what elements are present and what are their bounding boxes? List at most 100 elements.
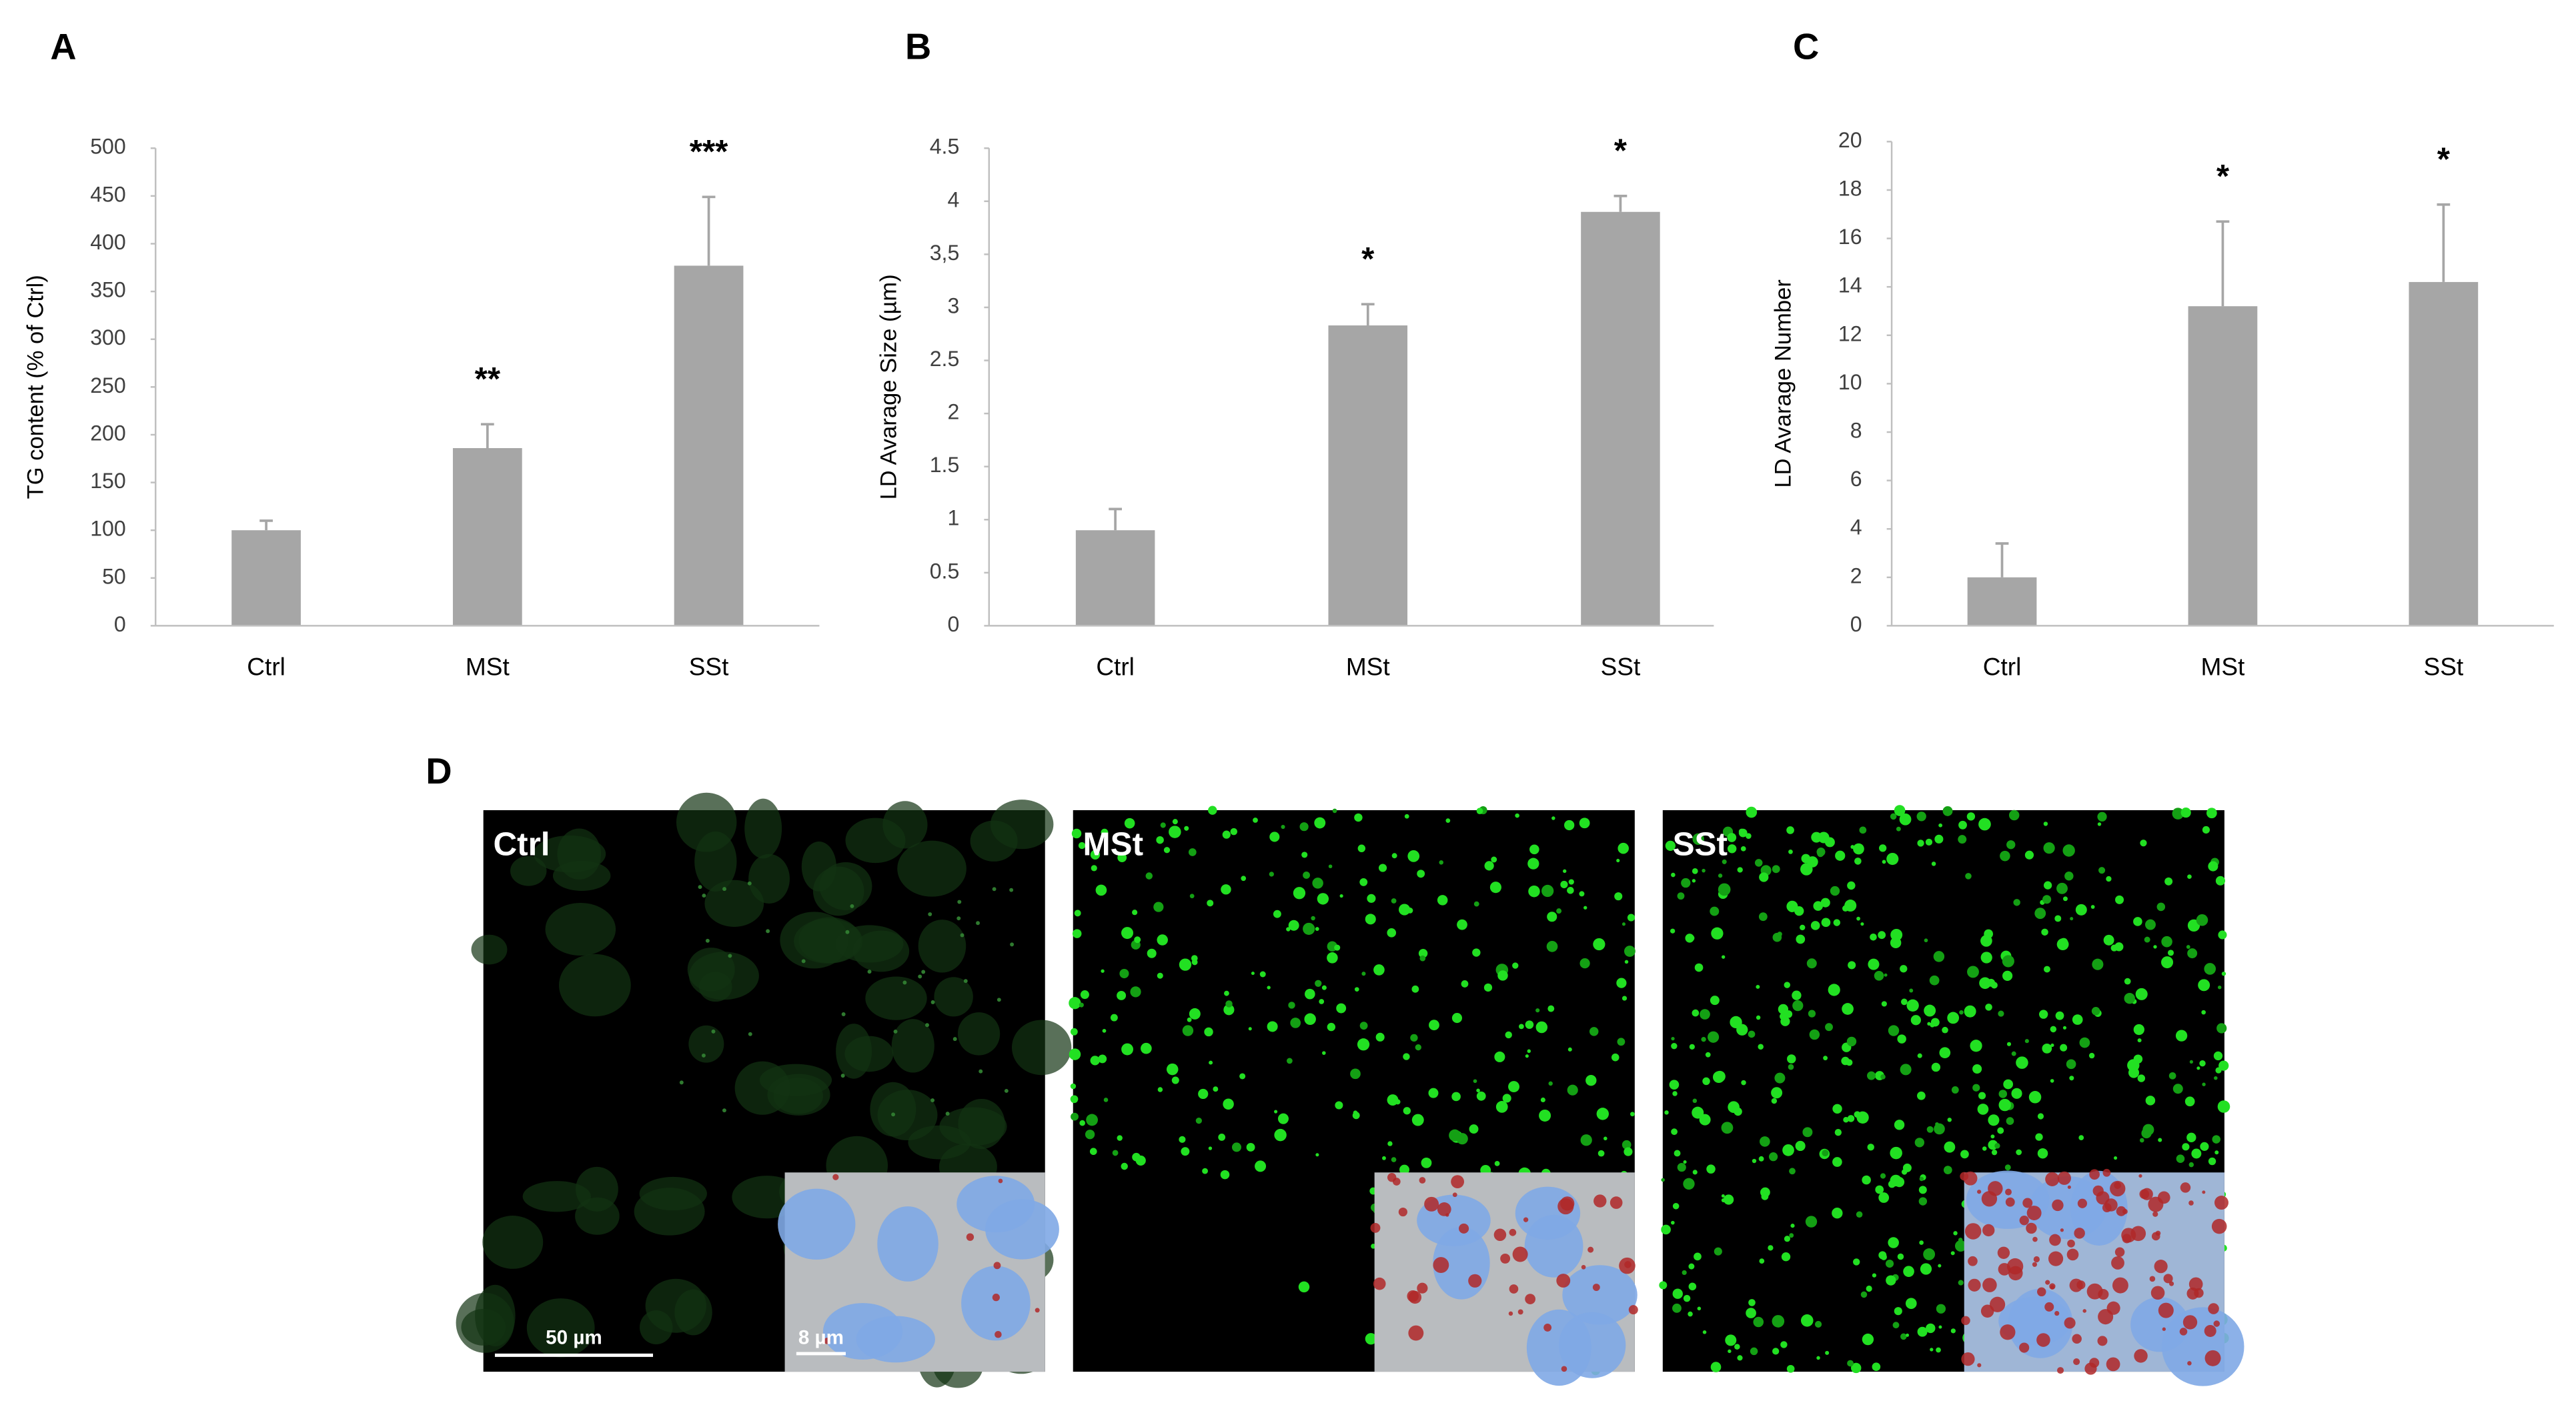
lipid	[2005, 1188, 2012, 1196]
droplet	[1225, 1000, 1233, 1008]
droplet	[2167, 950, 2174, 956]
lipid	[2116, 1206, 2126, 1216]
lipid	[2214, 1196, 2228, 1210]
droplet	[956, 916, 961, 921]
droplet	[1327, 1022, 1336, 1032]
droplet	[1603, 1136, 1607, 1141]
nucleus	[877, 1206, 938, 1282]
droplet	[1288, 920, 1299, 931]
lipid	[1961, 1316, 1970, 1326]
droplet	[1334, 944, 1341, 951]
droplet	[1547, 1005, 1555, 1012]
lipid	[1451, 1175, 1465, 1189]
lipid	[2188, 1200, 2194, 1206]
droplet	[1184, 826, 1189, 831]
droplet	[2180, 808, 2191, 818]
droplet	[1070, 1083, 1077, 1090]
droplet	[1171, 1076, 1179, 1084]
lipid	[1387, 1173, 1397, 1182]
droplet	[1792, 990, 1802, 1000]
droplet	[930, 1098, 935, 1103]
lipid	[2048, 1251, 2064, 1266]
droplet	[1495, 1101, 1508, 1113]
lipid	[1989, 1296, 2006, 1312]
droplet	[2090, 905, 2095, 909]
droplet	[2208, 861, 2218, 872]
lipid	[2179, 1328, 2188, 1336]
droplet	[2202, 1082, 2206, 1086]
droplet	[1728, 1101, 1740, 1114]
cell	[835, 925, 904, 963]
droplet	[1802, 1127, 1813, 1138]
lipid	[1512, 1246, 1528, 1262]
significance: *	[1361, 241, 1375, 277]
lipid	[1459, 1223, 1469, 1234]
cell	[897, 840, 967, 897]
lipid	[1035, 1308, 1040, 1313]
lipid	[2149, 1276, 2156, 1282]
y-axis-label: LD Avarage Number	[1771, 279, 1796, 488]
droplet	[1854, 1111, 1861, 1118]
droplet	[1399, 904, 1411, 916]
droplet	[1317, 893, 1329, 905]
droplet	[1806, 958, 1817, 969]
droplet	[2202, 826, 2210, 834]
droplet	[2200, 1142, 2209, 1151]
droplet	[1759, 1258, 1765, 1264]
droplet	[1661, 1224, 1671, 1235]
droplet	[1768, 1245, 1774, 1251]
cell	[475, 1284, 516, 1347]
droplet	[1958, 835, 1967, 844]
droplet	[1567, 1047, 1572, 1052]
lipid	[2213, 1320, 2220, 1327]
droplet	[1622, 922, 1626, 926]
droplet	[1951, 1086, 1959, 1094]
droplet	[1288, 1002, 1295, 1009]
lipid	[2005, 1197, 2015, 1207]
droplet	[1421, 1157, 1432, 1168]
micrograph	[1659, 805, 2244, 1386]
lipid	[1543, 1323, 1552, 1332]
lipid	[2045, 1172, 2060, 1186]
x-tick-label: Ctrl	[1096, 652, 1135, 680]
cell	[522, 1181, 591, 1212]
droplet	[1298, 1281, 1310, 1293]
droplet	[1169, 826, 1181, 838]
droplet	[1692, 1009, 1700, 1017]
droplet	[1730, 1016, 1742, 1029]
droplet	[1737, 1355, 1743, 1361]
droplet	[2070, 917, 2074, 921]
droplet	[1069, 1048, 1081, 1060]
droplet	[1403, 1107, 1411, 1115]
lipid	[2098, 1288, 2109, 1300]
cell	[545, 903, 616, 956]
lipid	[2150, 1286, 2165, 1300]
droplet	[1964, 1005, 1976, 1018]
droplet	[2011, 1051, 2016, 1056]
droplet	[1618, 842, 1629, 854]
droplet	[1954, 1240, 1966, 1252]
lipid	[2202, 1190, 2206, 1194]
droplet	[1391, 898, 1397, 904]
droplet	[1683, 1294, 1691, 1302]
droplet	[1918, 1197, 1928, 1206]
cell	[634, 1188, 705, 1236]
droplet	[1387, 1141, 1393, 1146]
droplet	[1917, 1053, 1922, 1058]
droplet	[1710, 1362, 1722, 1372]
cell	[780, 912, 849, 969]
droplet	[1683, 1178, 1695, 1190]
y-tick-label: 250	[90, 373, 126, 397]
droplet	[1880, 1173, 1886, 1179]
droplet	[1706, 1164, 1716, 1174]
y-tick-label: 8	[1850, 418, 1862, 442]
droplet	[1761, 1192, 1769, 1200]
droplet	[1721, 1122, 1734, 1134]
droplet	[1069, 997, 1081, 1010]
droplet	[1670, 928, 1676, 934]
droplet	[1930, 1348, 1934, 1352]
nucleus	[822, 1303, 903, 1360]
lipid	[2076, 1280, 2086, 1290]
droplet	[1760, 1136, 1770, 1147]
droplet	[1924, 938, 1928, 943]
